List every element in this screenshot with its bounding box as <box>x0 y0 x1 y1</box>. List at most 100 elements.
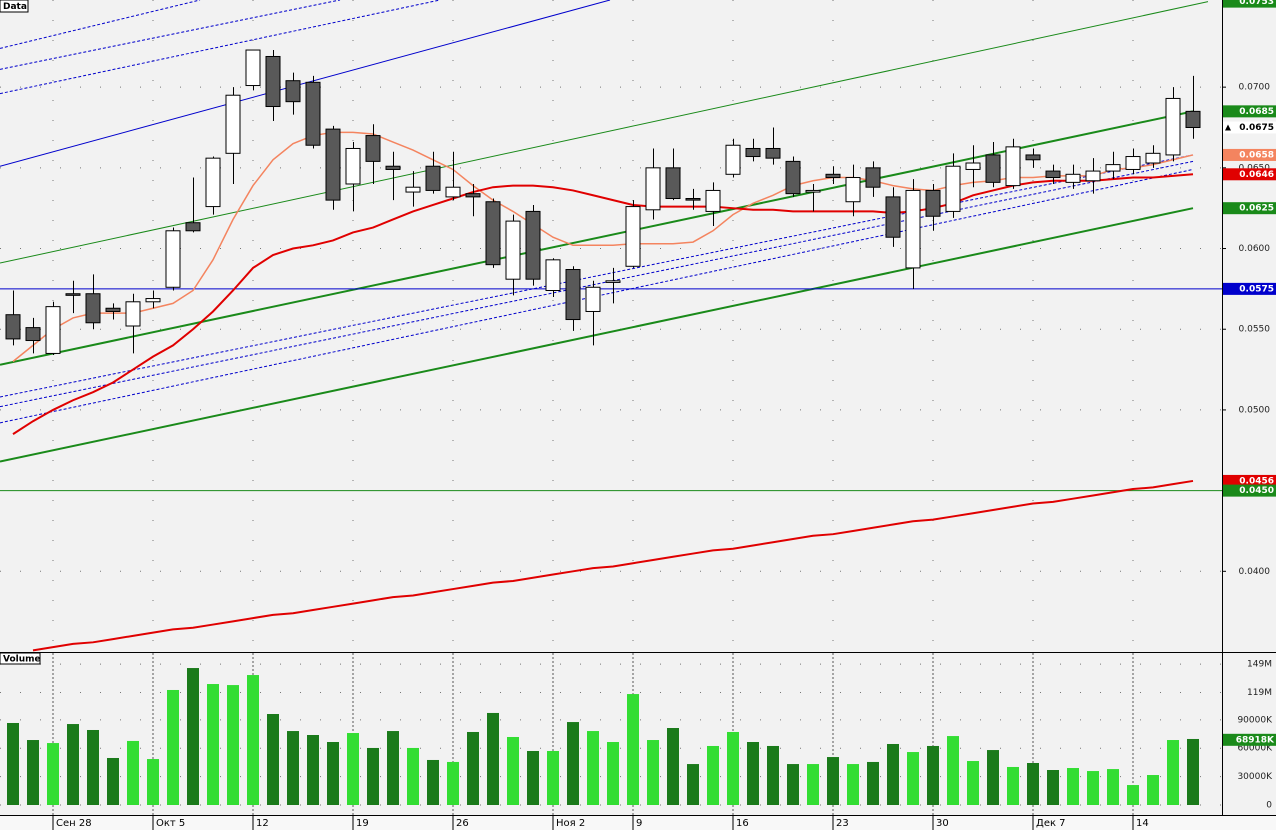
candle-body <box>725 144 741 175</box>
y-tick-label: 119M <box>1247 688 1272 698</box>
volume-bar <box>567 722 579 805</box>
volume-bar <box>1027 763 1039 805</box>
volume-bar <box>627 694 639 805</box>
candle-body <box>105 307 121 312</box>
volume-bar <box>287 731 299 805</box>
volume-bar <box>1047 770 1059 805</box>
volume-bar <box>587 731 599 805</box>
candle-body <box>1125 156 1141 170</box>
x-tick-label: Ноя 2 <box>556 818 585 829</box>
volume-marker <box>1223 733 1276 746</box>
trend-line <box>0 0 201 49</box>
price-marker <box>1223 282 1276 295</box>
volume-bar <box>1147 775 1159 805</box>
volume-bar <box>727 731 739 805</box>
volume-bar <box>967 761 979 805</box>
chart-title: Data <box>3 2 27 12</box>
volume-bar <box>507 736 519 805</box>
volume-bar <box>1167 740 1179 805</box>
candle-body <box>965 162 981 170</box>
price-marker <box>1223 202 1276 215</box>
candle-body <box>1165 97 1181 156</box>
candle-body <box>125 301 141 327</box>
candle-body <box>365 135 381 162</box>
candle-body <box>485 201 501 266</box>
price-marker <box>1223 484 1276 497</box>
x-tick-label: Окт 5 <box>156 818 185 829</box>
x-tick-label: 16 <box>736 818 749 829</box>
volume-bar <box>47 743 59 805</box>
candle-body <box>1065 173 1081 183</box>
volume-bar <box>667 728 679 805</box>
volume-bar <box>267 714 279 805</box>
volume-bar <box>867 761 879 805</box>
candle-body <box>765 147 781 159</box>
candle-body <box>345 147 361 185</box>
volume-bar <box>607 742 619 805</box>
candle-body <box>45 306 61 354</box>
volume-bar <box>807 764 819 805</box>
candle-body <box>1185 110 1201 128</box>
trend-line <box>0 110 1194 366</box>
volume-bar <box>347 733 359 805</box>
candle-body <box>605 280 621 283</box>
y-tick-label: 30000K <box>1237 772 1273 782</box>
price-marker <box>1223 168 1276 181</box>
volume-bar <box>187 668 199 805</box>
trend-line <box>0 0 341 70</box>
price-marker <box>1223 121 1276 134</box>
volume-title: Volume <box>3 655 41 665</box>
candle-body <box>145 298 161 303</box>
title-box <box>0 652 41 665</box>
candle-body <box>925 189 941 217</box>
price-panel <box>0 0 1222 652</box>
x-tick-label: Сен 28 <box>56 818 92 829</box>
candle-body <box>625 206 641 267</box>
volume-bar <box>887 743 899 805</box>
candle-body <box>585 286 601 312</box>
candle-body <box>165 230 181 288</box>
volume-bar <box>27 740 39 805</box>
price-marker <box>1223 474 1276 487</box>
axes: 0.04000.05000.05500.06000.06500.07000.07… <box>52 0 1276 830</box>
trend-line <box>0 0 611 167</box>
y-tick-label: 0.0700 <box>1239 83 1271 93</box>
y-tick-label: 60000K <box>1237 744 1273 754</box>
volume-bar <box>107 757 119 805</box>
candle-body <box>1085 170 1101 182</box>
candle-body <box>685 198 701 201</box>
volume-bar <box>707 745 719 805</box>
candle-body <box>65 293 81 296</box>
candle-body <box>205 157 221 208</box>
x-tick-label: 14 <box>1136 818 1149 829</box>
y-tick-label: 0.0500 <box>1239 405 1271 415</box>
y-tick-label: 149M <box>1247 660 1272 670</box>
moving-average <box>12 173 1194 435</box>
trend-line <box>0 207 1194 463</box>
candle-body <box>425 165 441 191</box>
volume-marker-label: 68918K <box>1236 735 1275 745</box>
price-marker <box>1223 0 1276 8</box>
volume-bar <box>1107 769 1119 805</box>
volume-bar <box>167 689 179 805</box>
x-tick-label: 30 <box>936 818 949 829</box>
candle-body <box>305 81 321 146</box>
volume-bar <box>947 736 959 805</box>
volume-bar <box>87 729 99 805</box>
volume-bar <box>1127 785 1139 805</box>
x-tick-label: Дек 7 <box>1036 818 1066 829</box>
volume-bar <box>7 722 19 805</box>
volume-bar <box>1087 771 1099 805</box>
x-tick-label: 26 <box>456 818 469 829</box>
volume-bar <box>427 759 439 805</box>
volume-panel <box>0 653 1222 815</box>
candle-body <box>885 196 901 238</box>
candle-body <box>665 167 681 200</box>
price-marker-label: 0.0685 <box>1239 107 1274 117</box>
volume-bar <box>1067 768 1079 805</box>
volume-bar <box>307 735 319 805</box>
candle-body <box>1145 152 1161 164</box>
volume-bar <box>247 675 259 805</box>
price-marker <box>1223 148 1276 161</box>
price-marker-label: 0.0675 <box>1239 123 1274 133</box>
